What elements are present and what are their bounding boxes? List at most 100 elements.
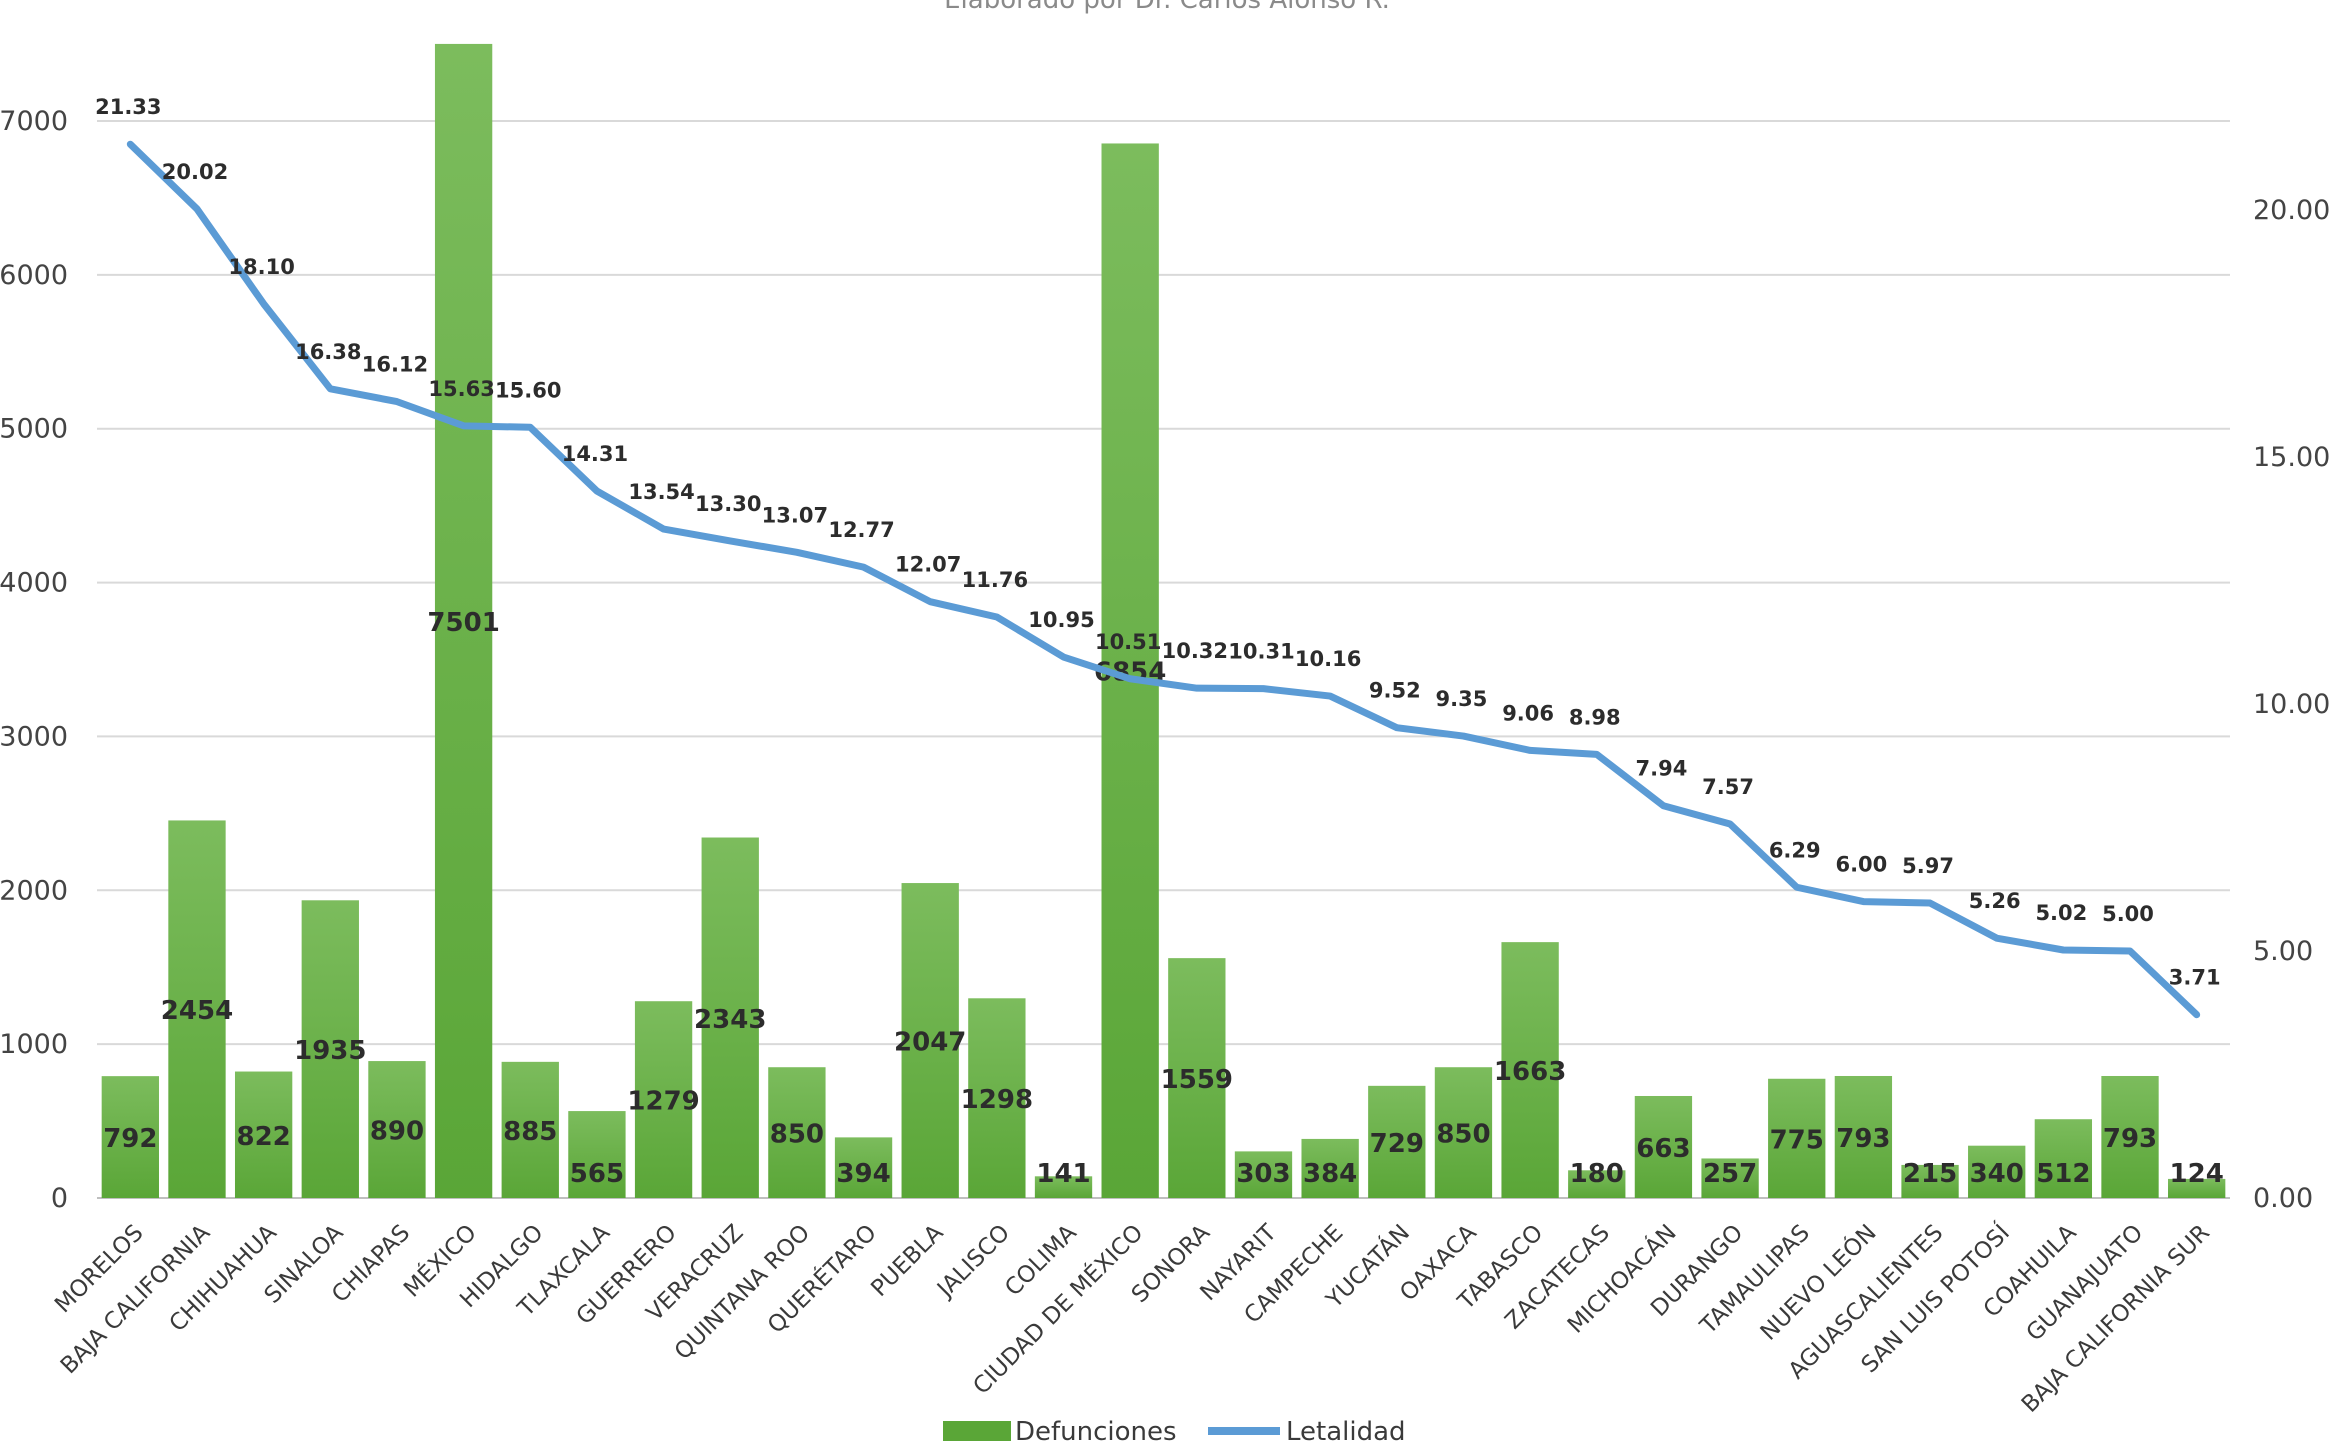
line-value-label: 6.29 [1769, 838, 1821, 862]
bar-series-defunciones [101, 43, 2226, 1199]
line-value-label: 7.57 [1702, 775, 1754, 799]
bar-value-label: 512 [2036, 1159, 2090, 1189]
line-value-label: 5.02 [2035, 901, 2087, 925]
bar-value-label: 1279 [627, 1087, 699, 1117]
line-value-label: 5.00 [2102, 902, 2154, 926]
bar [301, 900, 359, 1198]
bar [368, 1061, 426, 1198]
category-label: NUEVO LEÓN [1754, 1218, 1881, 1345]
bar-value-label: 303 [1236, 1159, 1290, 1189]
bar [968, 998, 1026, 1198]
left-tick-label: 2000 [0, 875, 68, 906]
bar-value-label: 729 [1370, 1129, 1424, 1159]
line-point [1995, 937, 1998, 940]
bar [234, 1071, 293, 1198]
bar [1034, 1176, 1093, 1198]
line-value-label: 6.00 [1835, 853, 1887, 877]
bar [768, 1067, 826, 1198]
line-value-label: 16.38 [295, 340, 361, 364]
line-point [1329, 695, 1332, 698]
line-path [126, 140, 2201, 1019]
bar-value-label: 850 [1436, 1120, 1490, 1150]
legend-label-defunciones: Defunciones [1015, 1417, 1177, 1447]
line-point [795, 551, 798, 554]
line-value-label: 5.97 [1902, 854, 1954, 878]
bar-value-label: 885 [503, 1117, 557, 1147]
line-value-label: 12.77 [828, 518, 894, 542]
chart-subtitle: Elaborado por Dr. Carlos Alonso R. [944, 0, 1390, 15]
line-value-label: 13.54 [628, 480, 694, 504]
line-value-label: 10.32 [1162, 639, 1228, 663]
line-point [462, 424, 465, 427]
line-value-label: 15.63 [428, 377, 494, 401]
bar [634, 1001, 693, 1198]
line-value-label: 16.12 [362, 353, 428, 377]
line-value-label: 14.31 [562, 442, 628, 466]
bar-value-label: 822 [237, 1122, 291, 1152]
line-value-label: 10.16 [1295, 647, 1361, 671]
bar [1768, 1078, 1826, 1198]
line-point [395, 400, 398, 403]
bar [1968, 1145, 2026, 1198]
line-point [862, 566, 865, 569]
bar [2034, 1119, 2093, 1198]
bar-value-label: 793 [1836, 1124, 1890, 1154]
line-point [262, 302, 265, 305]
bar [1834, 1075, 1893, 1198]
bar-value-label: 890 [370, 1117, 424, 1147]
line-value-label: 21.33 [95, 95, 161, 119]
line-point [129, 143, 132, 146]
bar [1434, 1067, 1493, 1198]
line-point [1795, 886, 1798, 889]
bar-value-label: 7501 [427, 608, 499, 638]
bar [2101, 1075, 2159, 1198]
bar-value-label: 215 [1903, 1159, 1957, 1189]
line-value-label: 10.95 [1028, 608, 1094, 632]
left-axis: 0 1000 2000 3000 4000 5000 6000 7000 [0, 106, 68, 1214]
line-value-label: 9.06 [1502, 701, 1554, 725]
line-point [1062, 656, 1065, 659]
line-value-label: 3.71 [2169, 966, 2221, 990]
category-label: PUEBLA [866, 1220, 948, 1302]
line-point [1462, 735, 1465, 738]
category-label: GUANAJUATO [2022, 1220, 2149, 1347]
bar [501, 1061, 559, 1198]
line-point [662, 528, 665, 531]
line-point [2062, 948, 2065, 951]
line-value-label: 10.31 [1228, 640, 1294, 664]
bar-value-label: 775 [1770, 1125, 1824, 1155]
line-point [929, 600, 932, 603]
line-point [1529, 749, 1532, 752]
line-value-label: 11.76 [962, 568, 1028, 592]
left-tick-label: 6000 [0, 260, 68, 291]
line-value-label: 15.60 [495, 378, 561, 402]
bar [568, 1111, 626, 1198]
right-axis: 0.00 5.00 10.00 15.00 20.00 [2253, 195, 2330, 1214]
bar-value-label: 124 [2170, 1159, 2224, 1189]
bar [834, 1137, 893, 1198]
left-tick-label: 3000 [0, 721, 68, 752]
right-tick-label: 5.00 [2253, 936, 2313, 967]
line-point [1195, 687, 1198, 690]
legend: Defunciones Letalidad [943, 1417, 1406, 1447]
bar [2168, 1178, 2226, 1198]
bar [101, 1076, 159, 1198]
left-tick-label: 5000 [0, 414, 68, 445]
line-value-label: 12.07 [895, 553, 961, 577]
left-tick-label: 0 [51, 1183, 68, 1214]
line-point [2195, 1013, 2198, 1016]
right-tick-label: 10.00 [2253, 689, 2330, 720]
line-point [1862, 900, 1865, 903]
bar [901, 883, 959, 1198]
left-tick-label: 7000 [0, 106, 68, 137]
bar-value-label: 1559 [1161, 1065, 1233, 1095]
line-point [2129, 949, 2132, 952]
bar [1634, 1095, 1693, 1198]
right-tick-label: 15.00 [2253, 442, 2330, 473]
line-value-label: 13.30 [695, 492, 761, 516]
right-tick-label: 0.00 [2253, 1183, 2313, 1214]
line-point [329, 387, 332, 390]
bar-value-label: 141 [1036, 1159, 1090, 1189]
